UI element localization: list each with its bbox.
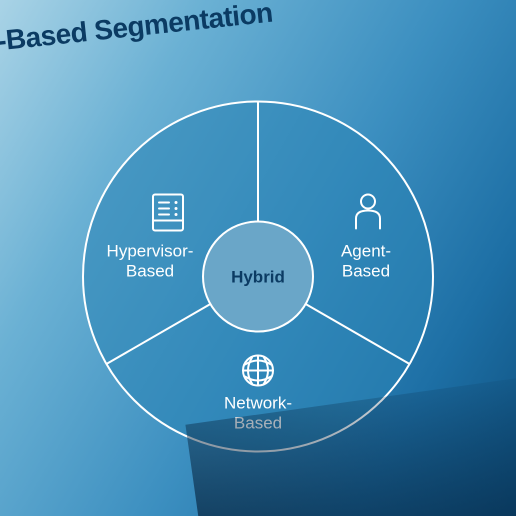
- segment-label: Based: [126, 261, 174, 280]
- diagram-canvas: ntity-Based Segmentation Hybrid: [0, 0, 516, 516]
- pie-center-label: Hybrid: [231, 267, 285, 286]
- segmentation-pie-chart: Hybrid Hypervisor- Based: [68, 86, 448, 471]
- segment-label: Based: [342, 261, 390, 280]
- mesh-icon: [243, 355, 273, 385]
- segment-label: Based: [234, 413, 282, 432]
- page-title: ntity-Based Segmentation: [0, 0, 274, 63]
- segment-label: Network-: [224, 393, 292, 412]
- segment-label: Agent-: [341, 241, 391, 260]
- segment-label: Hypervisor-: [107, 241, 194, 260]
